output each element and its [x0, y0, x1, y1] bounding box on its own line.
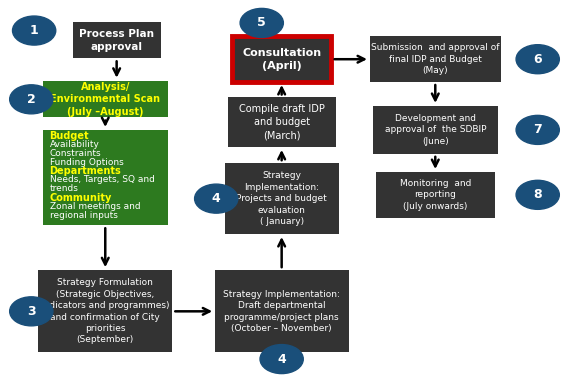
Circle shape [516, 115, 559, 144]
Circle shape [13, 16, 56, 45]
FancyBboxPatch shape [376, 172, 495, 218]
FancyBboxPatch shape [39, 270, 172, 352]
FancyBboxPatch shape [225, 163, 339, 234]
Text: Strategy Implementation:
Draft departmental
programme/project plans
(October – N: Strategy Implementation: Draft departmen… [223, 290, 340, 333]
Text: 4: 4 [212, 192, 221, 205]
Text: Constraints: Constraints [50, 149, 101, 158]
Circle shape [10, 85, 53, 114]
FancyBboxPatch shape [370, 36, 501, 82]
FancyBboxPatch shape [232, 36, 331, 82]
Text: Needs, Targets, SQ and: Needs, Targets, SQ and [50, 175, 154, 185]
Text: Budget: Budget [50, 131, 89, 141]
Circle shape [240, 8, 283, 37]
FancyBboxPatch shape [373, 106, 498, 154]
Text: Departments: Departments [50, 166, 121, 176]
Text: Monitoring  and
reporting
(July onwards): Monitoring and reporting (July onwards) [399, 179, 471, 211]
Text: 8: 8 [533, 188, 542, 201]
Text: 6: 6 [533, 53, 542, 66]
Text: 1: 1 [30, 24, 39, 37]
Text: Zonal meetings and: Zonal meetings and [50, 202, 140, 211]
Text: Compile draft IDP
and budget
(March): Compile draft IDP and budget (March) [239, 104, 324, 140]
Text: 2: 2 [27, 93, 36, 106]
Circle shape [10, 297, 53, 326]
Text: 3: 3 [27, 305, 36, 318]
Text: Community: Community [50, 193, 112, 202]
Text: Funding Options: Funding Options [50, 158, 123, 167]
Text: 5: 5 [257, 16, 266, 29]
Text: Submission  and approval of
final IDP and Budget
(May): Submission and approval of final IDP and… [371, 43, 500, 75]
Text: Process Plan
approval: Process Plan approval [79, 29, 154, 52]
Text: Availability: Availability [50, 140, 100, 149]
FancyBboxPatch shape [73, 22, 160, 58]
Text: Analysis/
Environmental Scan
(July –August): Analysis/ Environmental Scan (July –Augu… [50, 81, 160, 117]
FancyBboxPatch shape [43, 81, 168, 117]
FancyBboxPatch shape [215, 270, 348, 352]
Text: Development and
approval of  the SDBIP
(June): Development and approval of the SDBIP (J… [385, 114, 486, 146]
Circle shape [516, 45, 559, 74]
Text: trends: trends [50, 184, 79, 193]
FancyBboxPatch shape [228, 97, 336, 147]
Text: regional inputs: regional inputs [50, 211, 117, 220]
Text: 7: 7 [533, 123, 542, 136]
FancyBboxPatch shape [43, 130, 168, 225]
Circle shape [195, 184, 238, 213]
Text: Strategy Formulation
(Strategic Objectives,
indicators and programmes)
and confi: Strategy Formulation (Strategic Objectiv… [41, 278, 170, 345]
Text: Strategy
Implementation:
Projects and budget
evaluation
( January): Strategy Implementation: Projects and bu… [236, 171, 327, 226]
Circle shape [516, 180, 559, 209]
Text: 4: 4 [277, 353, 286, 366]
Circle shape [260, 345, 303, 374]
Text: Consultation
(April): Consultation (April) [242, 48, 321, 71]
